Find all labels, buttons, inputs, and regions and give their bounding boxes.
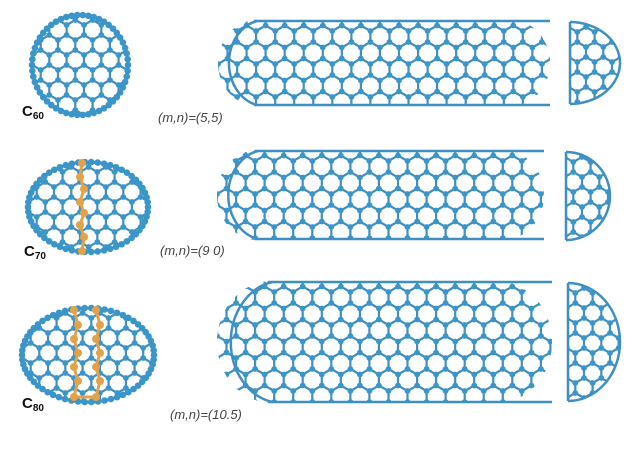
c80-molecule-belt <box>70 306 104 401</box>
c80-molecule <box>18 304 158 406</box>
c80-label: C80 <box>22 395 44 414</box>
nanotube-cap-3 <box>566 281 622 403</box>
nanotube-chiral <box>217 280 552 404</box>
nanotube-zigzag <box>217 149 544 241</box>
c70-label: C70 <box>24 243 46 262</box>
chirality-label-2: (m,n)=(9 0) <box>160 243 225 258</box>
nanotube-armchair <box>218 19 550 107</box>
nanotube-cap-2 <box>564 150 612 242</box>
chirality-label-3: (m,n)=(10.5) <box>170 407 242 422</box>
chirality-label-1: (m,n)=(5,5) <box>158 110 223 125</box>
c60-label: C60 <box>22 103 44 122</box>
c70-molecule-belt <box>76 159 88 255</box>
